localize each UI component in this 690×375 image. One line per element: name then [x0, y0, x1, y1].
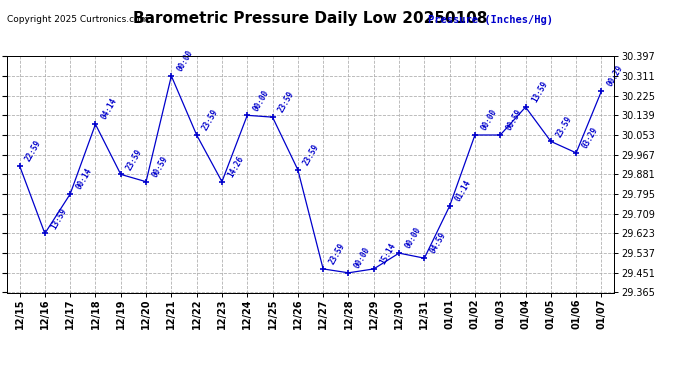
Text: 04:14: 04:14: [99, 97, 119, 122]
Text: 22:59: 22:59: [23, 138, 43, 163]
Text: 00:59: 00:59: [150, 154, 170, 179]
Text: 04:59: 04:59: [428, 231, 448, 255]
Text: 23:59: 23:59: [555, 114, 574, 139]
Text: 00:00: 00:00: [251, 88, 270, 112]
Text: 14:26: 14:26: [226, 154, 246, 179]
Text: 00:00: 00:00: [175, 49, 195, 73]
Text: 00:29: 00:29: [606, 64, 625, 88]
Text: 23:59: 23:59: [327, 242, 346, 266]
Text: Pressure (Inches/Hg): Pressure (Inches/Hg): [428, 15, 553, 25]
Text: 00:00: 00:00: [479, 108, 498, 132]
Text: 23:59: 23:59: [125, 147, 144, 172]
Text: 01:14: 01:14: [454, 178, 473, 203]
Text: 00:00: 00:00: [353, 246, 372, 270]
Text: Barometric Pressure Daily Low 20250108: Barometric Pressure Daily Low 20250108: [133, 11, 488, 26]
Text: 00:00: 00:00: [403, 226, 422, 251]
Text: Copyright 2025 Curtronics.com: Copyright 2025 Curtronics.com: [7, 15, 148, 24]
Text: 13:59: 13:59: [530, 80, 549, 104]
Text: 23:59: 23:59: [302, 142, 322, 167]
Text: 13:59: 13:59: [49, 206, 68, 231]
Text: 23:59: 23:59: [201, 108, 220, 132]
Text: 00:59: 00:59: [504, 108, 524, 132]
Text: 23:59: 23:59: [277, 90, 296, 114]
Text: 00:14: 00:14: [75, 167, 94, 191]
Text: 03:29: 03:29: [580, 126, 600, 150]
Text: 15:14: 15:14: [378, 242, 397, 266]
